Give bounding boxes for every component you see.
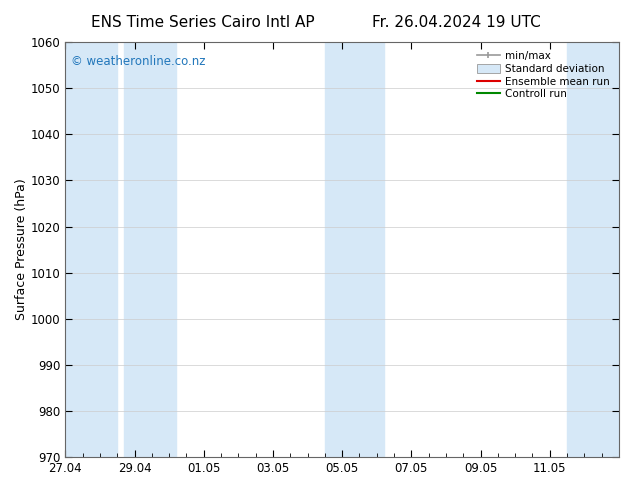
Legend: min/max, Standard deviation, Ensemble mean run, Controll run: min/max, Standard deviation, Ensemble me… [472,47,614,103]
Text: Fr. 26.04.2024 19 UTC: Fr. 26.04.2024 19 UTC [372,15,541,30]
Text: ENS Time Series Cairo Intl AP: ENS Time Series Cairo Intl AP [91,15,314,30]
Bar [325,42,384,457]
Bar [124,42,176,457]
Text: © weatheronline.co.nz: © weatheronline.co.nz [71,54,205,68]
Y-axis label: Surface Pressure (hPa): Surface Pressure (hPa) [15,179,28,320]
Bar [65,42,117,457]
Bar [567,42,619,457]
